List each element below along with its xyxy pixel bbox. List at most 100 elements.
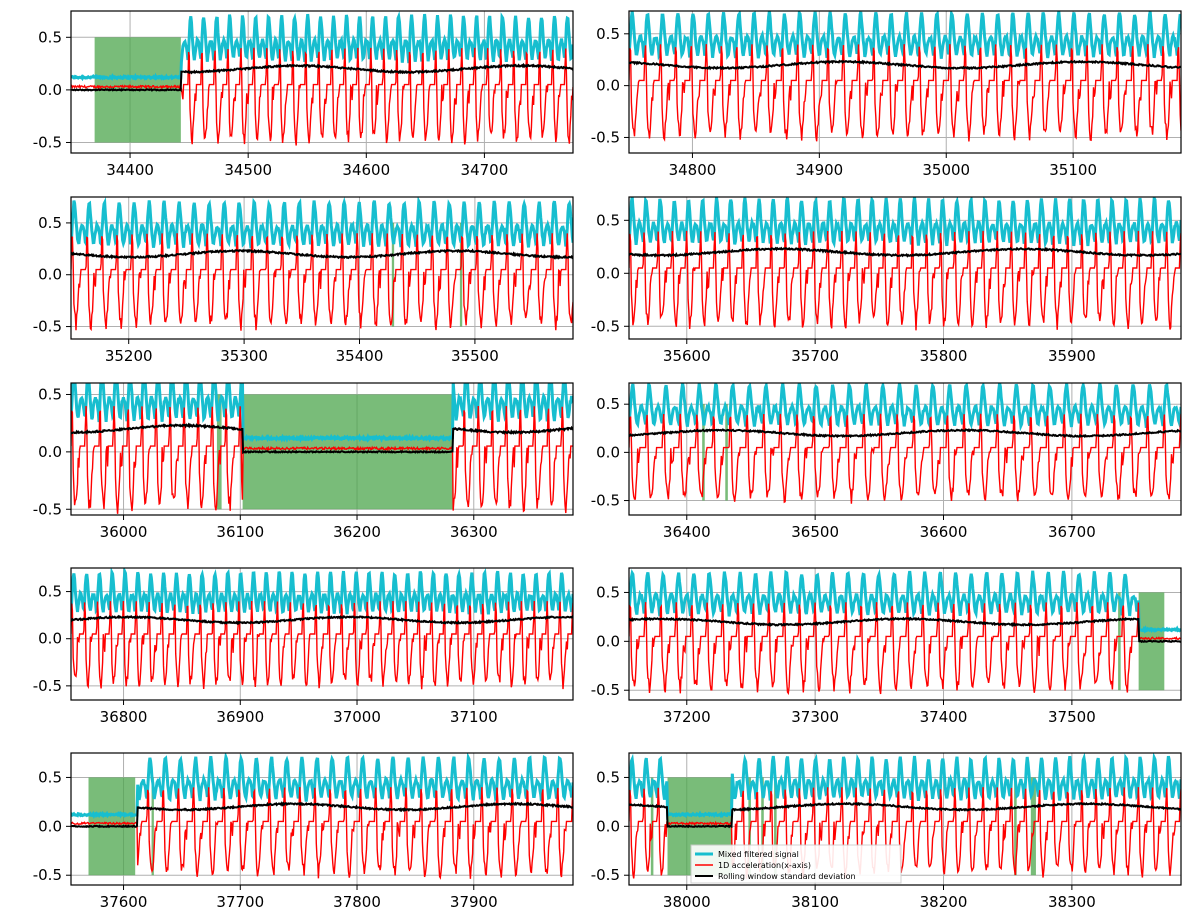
series-1d-acceleration [71,405,573,514]
y-tick-label: -0.5 [33,318,62,336]
y-tick-label: -0.5 [591,492,620,510]
y-tick-label: 0.0 [38,817,62,835]
series-1d-acceleration [71,787,573,880]
y-tick-label: 0.0 [596,77,620,95]
series-mixed-filtered-signal [629,197,1181,249]
series-rolling-std [629,428,1181,439]
series-1d-acceleration [629,602,1181,696]
x-tick-label: 38200 [920,893,968,911]
x-tick-label: 35600 [663,347,711,365]
x-tick-label: 36400 [663,523,711,541]
y-tick-label: 0.5 [596,395,620,413]
subplot-p9: 37600 37700 37800 37900 -0.5 0.0 0.5 [33,752,574,911]
series-mixed-filtered-signal [71,11,573,82]
plot-area [71,753,573,885]
axes-frame [70,196,574,340]
axes-frame [70,752,574,886]
y-tick-label: 0.0 [38,443,62,461]
shaded-region [774,777,777,876]
series-mixed-filtered-signal [71,753,573,820]
y-tick-label: 0.0 [596,817,620,835]
y-tick-label: -0.5 [33,500,62,518]
x-tick-label: 36800 [100,708,148,726]
x-tick-label: 35800 [920,347,968,365]
y-tick-label: 0.5 [38,214,62,232]
series-rolling-std [71,422,573,455]
series-mixed-filtered-signal [71,197,573,251]
shaded-region [702,404,705,501]
series-1d-acceleration [71,600,573,690]
shaded-region [1118,592,1121,691]
x-tick-label: 38000 [663,893,711,911]
subplot-p5: 36000 36100 36200 36300 -0.5 0.0 0.5 [33,382,574,541]
y-tick-label: 0.0 [38,81,62,99]
legend: Mixed filtered signal 1D acceleration(x-a… [690,844,902,884]
y-tick-label: -0.5 [591,317,620,335]
subplot-p7: 36800 36900 37000 37100 -0.5 0.0 0.5 [33,567,574,726]
x-tick-label: 37800 [333,893,381,911]
subplot-p2: 34800 34900 35000 35100 -0.5 0.0 0.5 [591,10,1182,179]
x-tick-label: 35000 [922,161,970,179]
y-tick-label: 0.0 [596,264,620,282]
x-tick-label: 35500 [451,347,499,365]
shaded-region [748,777,751,876]
x-tick-label: 36500 [791,523,839,541]
series-1d-acceleration [71,47,573,146]
y-tick-label: -0.5 [33,677,62,695]
x-tick-label: 36600 [920,523,968,541]
x-tick-label: 35900 [1048,347,1096,365]
series-1d-acceleration [629,787,1181,879]
axes-frame [628,752,1182,886]
x-tick-label: 37900 [450,893,498,911]
y-tick-label: -0.5 [33,866,62,884]
legend-entry-accel: 1D acceleration(x-axis) [718,861,811,870]
x-tick-label: 34900 [795,161,843,179]
series-1d-acceleration [71,233,573,332]
series-mixed-filtered-signal [629,753,1181,821]
plot-area [629,383,1181,515]
x-tick-label: 37400 [920,708,968,726]
x-tick-label: 36200 [333,523,381,541]
x-tick-label: 38300 [1048,893,1096,911]
axes-frame [628,196,1182,340]
x-tick-label: 36700 [1048,523,1096,541]
series-rolling-std [629,801,1181,829]
subplot-p6: 36400 36500 36600 36700 -0.5 0.0 0.5 [591,382,1182,541]
series-1d-acceleration [629,44,1181,142]
axes-frame [70,10,574,154]
shaded-region [1014,777,1017,876]
y-tick-label: -0.5 [591,866,620,884]
x-tick-label: 36100 [216,523,264,541]
y-tick-label: 0.0 [596,632,620,650]
series-rolling-std [71,62,573,93]
y-tick-label: -0.5 [591,681,620,699]
axes-frame [628,10,1182,154]
y-tick-label: 0.0 [596,443,620,461]
y-tick-label: 0.5 [38,583,62,601]
shaded-region [761,777,764,876]
y-tick-label: -0.5 [33,133,62,151]
x-tick-label: 37100 [450,708,498,726]
x-tick-label: 36000 [100,523,148,541]
x-tick-label: 35300 [220,347,268,365]
y-tick-label: 0.5 [38,385,62,403]
series-rolling-std [629,59,1181,71]
y-tick-label: 0.5 [596,583,620,601]
x-tick-label: 37000 [333,708,381,726]
x-tick-label: 35200 [105,347,153,365]
series-rolling-std [71,801,573,829]
series-mixed-filtered-signal [629,11,1181,61]
shaded-region [459,222,463,327]
x-tick-label: 34400 [106,161,154,179]
y-tick-label: 0.5 [38,768,62,786]
x-tick-label: 37500 [1048,708,1096,726]
y-tick-label: 0.5 [596,25,620,43]
x-tick-label: 37600 [100,893,148,911]
shaded-region [391,222,395,327]
x-tick-label: 34500 [224,161,272,179]
x-tick-label: 37300 [791,708,839,726]
x-tick-label: 34600 [342,161,390,179]
shaded-region [151,777,154,876]
y-tick-label: 0.0 [38,266,62,284]
